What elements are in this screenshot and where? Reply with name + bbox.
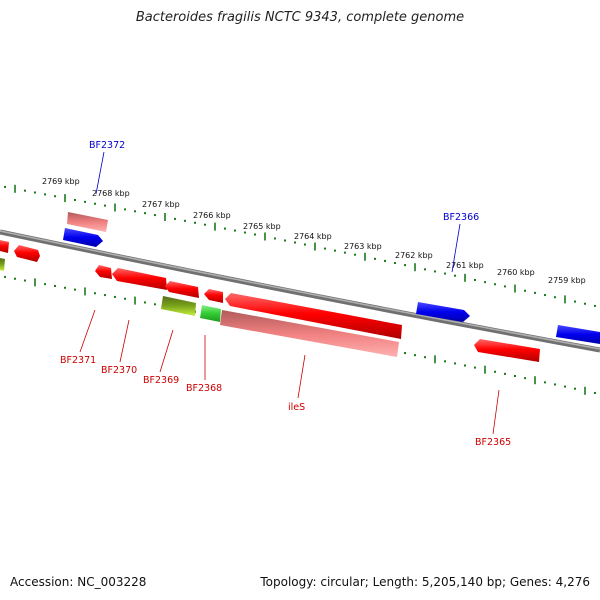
gene-bf2371-upper[interactable] bbox=[14, 245, 40, 262]
gene-bf2372[interactable] bbox=[67, 212, 108, 232]
kbp-label: 2767 kbp bbox=[142, 200, 180, 209]
gene-red-edge[interactable] bbox=[0, 240, 9, 253]
gene-label-bf2365: BF2365 bbox=[475, 437, 511, 448]
gene-bf2365[interactable] bbox=[474, 339, 540, 362]
kbp-label: 2765 kbp bbox=[243, 222, 281, 231]
gene-bf2371[interactable] bbox=[95, 265, 112, 279]
kbp-ruler-upper bbox=[4, 184, 596, 307]
label-pointers bbox=[79, 309, 500, 435]
kbp-label: 2763 kbp bbox=[344, 242, 382, 251]
gene-label-bf2366: BF2366 bbox=[443, 212, 479, 223]
kbp-label: 2762 kbp bbox=[395, 251, 433, 260]
kbp-label: 2768 kbp bbox=[92, 189, 130, 198]
accession-text: Accession: NC_003228 bbox=[10, 575, 147, 589]
gene-bf2370[interactable] bbox=[112, 268, 167, 290]
gene-label-bf2371: BF2371 bbox=[60, 355, 96, 366]
map-title: Bacteroides fragilis NCTC 9343, complete… bbox=[135, 10, 465, 25]
kbp-labels: 2769 kbp 2768 kbp 2767 kbp 2766 kbp 2765… bbox=[42, 177, 586, 285]
kbp-label: 2760 kbp bbox=[497, 268, 535, 277]
gene-label-bf2368: BF2368 bbox=[186, 383, 222, 394]
kbp-label: 2761 kbp bbox=[446, 261, 484, 270]
genome-backbone bbox=[0, 229, 600, 353]
gene-iles[interactable] bbox=[220, 310, 399, 357]
gene-bf2368[interactable] bbox=[200, 305, 221, 322]
gene-bf2369[interactable] bbox=[161, 296, 196, 316]
label-pointers-blue bbox=[95, 151, 461, 273]
gene-bf2368-red[interactable] bbox=[204, 289, 223, 303]
gene-blue-left[interactable] bbox=[63, 228, 103, 247]
gene-bf2366[interactable] bbox=[416, 302, 470, 322]
kbp-label: 2759 kbp bbox=[548, 276, 586, 285]
genome-summary-text: Topology: circular; Length: 5,205,140 bp… bbox=[260, 575, 590, 589]
gene-label-bf2369: BF2369 bbox=[143, 375, 179, 386]
gene-label-iles: ileS bbox=[288, 402, 305, 413]
gene-red-mid[interactable] bbox=[165, 281, 199, 298]
gene-olive-edge[interactable] bbox=[0, 258, 5, 271]
kbp-label: 2769 kbp bbox=[42, 177, 80, 186]
gene-label-bf2372: BF2372 bbox=[89, 140, 125, 151]
gene-label-bf2370: BF2370 bbox=[101, 365, 137, 376]
gene-red-long[interactable] bbox=[225, 293, 402, 339]
gene-blue-right[interactable] bbox=[556, 325, 600, 344]
kbp-label: 2766 kbp bbox=[193, 211, 231, 220]
kbp-label: 2764 kbp bbox=[294, 232, 332, 241]
